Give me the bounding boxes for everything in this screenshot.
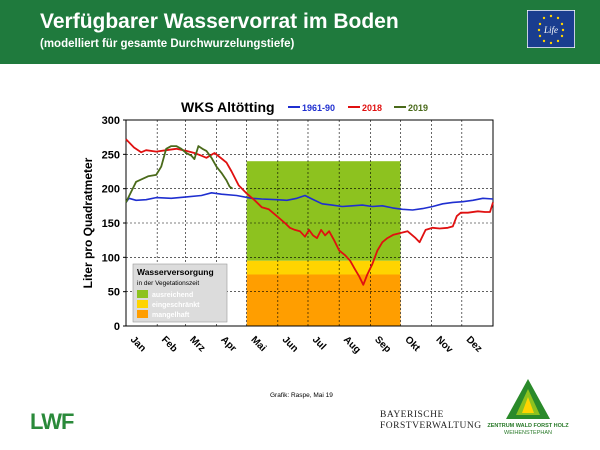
legend-label-0: 1961-90	[302, 103, 335, 113]
y-tick-label-6: 300	[102, 115, 120, 127]
zone-legend-box	[132, 263, 228, 323]
series-line-0	[125, 192, 494, 211]
zone-band-1	[246, 260, 401, 275]
x-tick-label-8: Sep	[372, 334, 393, 355]
y-axis-label: Liter pro Quadratmeter	[81, 157, 95, 288]
logo-text: Life	[543, 25, 558, 35]
x-tick-label-3: Apr	[218, 334, 238, 354]
zone-legend-label-2: mangelhaft	[152, 312, 190, 319]
water-chart: 0 50 100 150 200 250 300 Jan Feb Mrz Apr Mai Jun Jul A…	[81, 99, 494, 356]
zone-band-0	[246, 161, 401, 261]
series-line-2	[125, 145, 234, 203]
zone-legend-swatch-0	[137, 290, 148, 298]
bayern-forst-logo: BAYERISCHE FORSTVERWALTUNG	[380, 410, 482, 432]
svg-text:LWF: LWF	[30, 409, 74, 434]
y-tick-label-1: 50	[108, 287, 120, 299]
chart-title: WKS Altötting	[181, 99, 275, 115]
page-title: Verfügbarer Wasservorrat im Boden	[40, 10, 399, 33]
x-tick-label-4: Mai	[249, 334, 269, 354]
x-tick-label-1: Feb	[159, 334, 179, 354]
header-bar: Verfügbarer Wasservorrat im Boden (model…	[0, 0, 600, 64]
y-tick-label-4: 200	[102, 184, 120, 196]
legend-label-2: 2019	[408, 103, 428, 113]
zentrum-line-1: ZENTRUM WALD FORST HOLZ	[487, 423, 569, 429]
zentrum-logo: ZENTRUM WALD FORST HOLZ WEIHENSTEPHAN	[478, 375, 578, 445]
bayern-line-2: FORSTVERWALTUNG	[380, 421, 482, 431]
x-tick-label-11: Dez	[464, 334, 484, 354]
zone-legend-swatch-1	[137, 300, 148, 308]
zone-legend-label-1: eingeschränkt	[152, 302, 200, 309]
chart-credit: Grafik: Raspe, Mai 19	[270, 392, 333, 399]
zone-legend-title: Wasserversorgung	[137, 267, 214, 277]
y-tick-label-0: 0	[114, 321, 120, 333]
x-tick-label-2: Mrz	[187, 334, 207, 354]
eu-life-logo-icon: Life	[527, 10, 575, 48]
legend-label-1: 2018	[362, 103, 382, 113]
zone-legend-subtitle: in der Vegetationszeit	[137, 280, 199, 287]
series-line-1	[125, 138, 494, 286]
y-tick-label-5: 250	[102, 149, 120, 161]
page-subtitle: (modelliert für gesamte Durchwurzelungst…	[40, 38, 295, 50]
x-tick-label-5: Jun	[280, 334, 300, 354]
zentrum-tree-icon	[506, 379, 550, 419]
x-tick-label-6: Jul	[310, 334, 328, 352]
bayern-line-1: BAYERISCHE	[380, 410, 444, 420]
zone-legend-swatch-2	[137, 310, 148, 318]
lwf-logo-icon: LWF	[30, 409, 75, 434]
x-tick-label-10: Nov	[434, 334, 455, 355]
x-tick-label-9: Okt	[402, 334, 422, 354]
y-tick-label-2: 100	[102, 252, 120, 264]
x-tick-label-7: Aug	[341, 334, 363, 356]
y-tick-label-3: 150	[102, 218, 120, 230]
zone-legend-label-0: ausreichend	[152, 292, 193, 299]
zentrum-line-2: WEIHENSTEPHAN	[504, 430, 552, 436]
x-tick-label-0: Jan	[128, 334, 148, 354]
zone-band-2	[246, 274, 401, 326]
